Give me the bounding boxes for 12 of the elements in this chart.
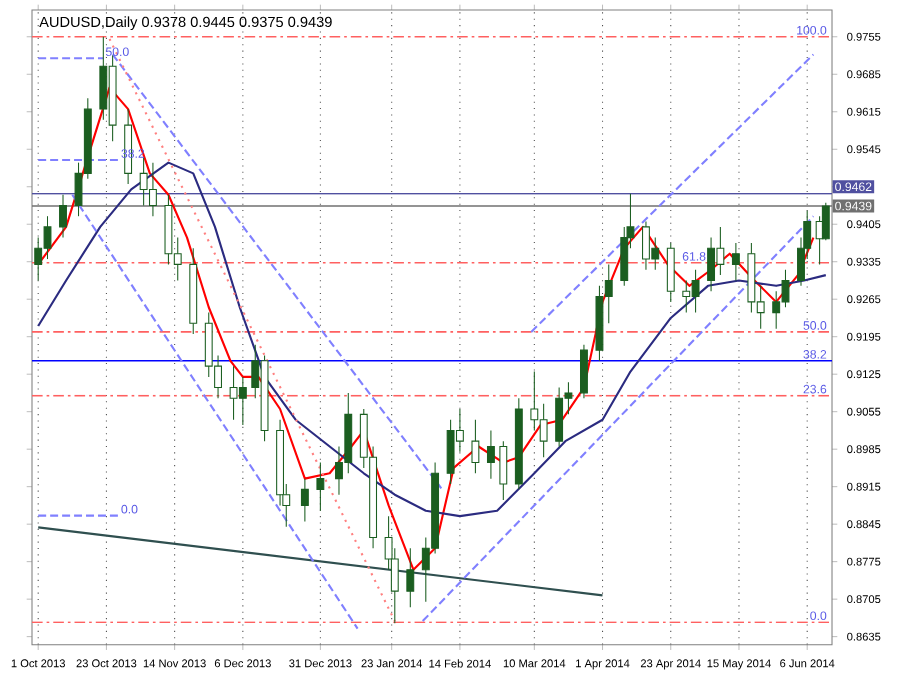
candlestick [59,194,67,239]
candlestick [731,242,740,281]
candlestick [406,547,415,608]
candlestick [300,478,309,523]
candlestick [580,344,588,399]
candlestick [499,440,508,501]
candlestick [148,162,157,217]
candlestick [666,242,675,303]
candlestick [486,429,495,480]
candlestick [471,419,480,474]
candlestick [707,237,716,292]
candlestick [316,462,325,512]
